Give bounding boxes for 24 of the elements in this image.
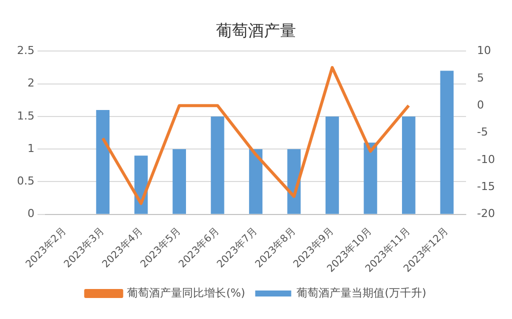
y2-tick-label: -15 <box>477 180 495 194</box>
y-tick-label: 1 <box>27 142 34 155</box>
bar <box>326 116 339 214</box>
bar <box>440 70 454 214</box>
bar <box>172 149 186 214</box>
bar <box>210 116 224 214</box>
y2-tick-label: 5 <box>477 71 484 84</box>
y2-tick-label: -5 <box>477 126 488 139</box>
legend-label: 葡萄酒产量同比增长(%) <box>127 286 246 300</box>
y2-tick-label: 10 <box>477 44 492 58</box>
bar <box>249 149 262 214</box>
y-tick-label: 1.5 <box>16 109 34 122</box>
bar <box>402 116 416 214</box>
y-tick-label: 0.5 <box>16 174 34 188</box>
y2-tick-label: -10 <box>477 152 495 166</box>
y-tick-label: 0 <box>27 207 34 220</box>
y-tick-label: 2.5 <box>16 44 34 58</box>
y-tick-label: 2 <box>27 76 34 90</box>
bar <box>96 110 110 214</box>
bar <box>364 142 378 214</box>
chart-title: 葡萄酒产量 <box>216 20 296 40</box>
y2-tick-label: -20 <box>477 207 495 220</box>
y2-tick-label: 0 <box>477 98 484 112</box>
legend-label: 葡萄酒产量当期值(万千升) <box>296 286 426 300</box>
